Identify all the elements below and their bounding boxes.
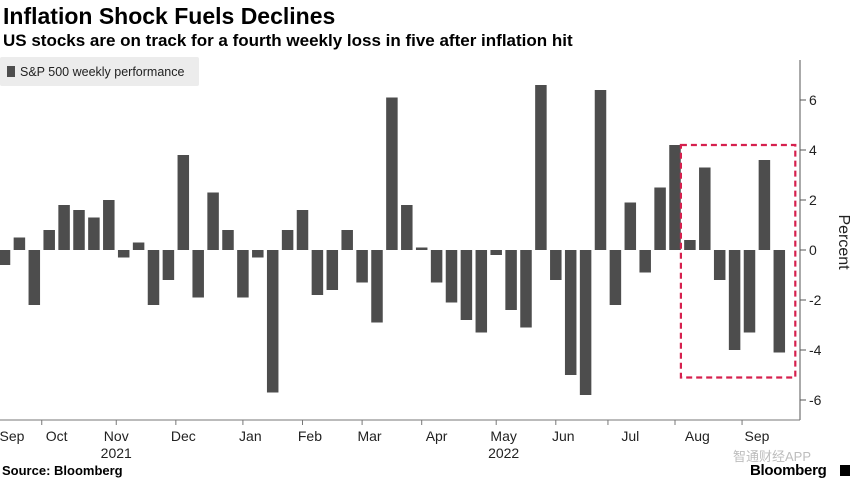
y-tick-label: 6 [809, 92, 817, 108]
bar-week-23 [326, 250, 339, 290]
bar-week-29 [415, 247, 428, 250]
y-tick-label: -6 [809, 392, 822, 408]
bar-week-13 [177, 155, 190, 250]
bar-week-26 [371, 250, 383, 323]
y-tick-label: -2 [809, 292, 822, 308]
bar-week-21 [296, 210, 309, 250]
bar-week-27 [386, 97, 398, 250]
bar-week-3 [28, 250, 41, 305]
x-tick-label-jul: Jul [621, 428, 639, 444]
bar-week-2 [13, 237, 26, 250]
x-tick-label-mar: Mar [357, 428, 381, 444]
bar-week-44 [639, 250, 651, 273]
legend-swatch [7, 66, 15, 77]
bar-week-10 [132, 242, 145, 250]
bar-week-49 [713, 250, 726, 280]
bar-week-8 [103, 200, 115, 250]
bar-week-14 [192, 250, 204, 298]
bar-week-6 [73, 210, 85, 250]
x-tick-label-feb: Feb [298, 428, 322, 444]
y-tick-label: 4 [809, 142, 817, 158]
x-tick-label-sep: Sep [0, 428, 25, 444]
x-tick-label-sep: Sep [744, 428, 769, 444]
bar-week-4 [43, 230, 55, 250]
x-tick-label-oct: Oct [46, 428, 68, 444]
watermark-text: 智通财经APP [733, 449, 812, 464]
bar-week-47 [684, 240, 696, 250]
bar-week-18 [252, 250, 264, 258]
source-note: Source: Bloomberg [2, 463, 123, 478]
bar-week-52 [758, 160, 771, 250]
bar-week-7 [88, 217, 100, 250]
legend-label: S&P 500 weekly performance [20, 64, 185, 79]
bar-week-15 [207, 192, 219, 250]
y-tick-label: -4 [809, 342, 822, 358]
bar-week-33 [475, 250, 488, 333]
bar-week-31 [445, 250, 458, 303]
bar-week-22 [311, 250, 324, 295]
chart-title: Inflation Shock Fuels Declines [3, 3, 336, 29]
bar-week-32 [460, 250, 473, 320]
bar-week-20 [281, 230, 294, 250]
x-tick-label-jan: Jan [239, 428, 262, 444]
x-tick-label-aug: Aug [685, 428, 710, 444]
bar-week-36 [520, 250, 532, 328]
x-tick-label-may: May [490, 428, 516, 444]
bar-week-51 [743, 250, 756, 333]
bar-week-12 [162, 250, 175, 280]
x-tick-label-nov: Nov [104, 428, 129, 444]
bar-week-40 [579, 250, 592, 395]
bar-week-28 [401, 205, 413, 250]
highlight-box [679, 143, 797, 379]
bloomberg-logo: Bloomberg [750, 462, 827, 479]
x-tick-label-jun: Jun [552, 428, 575, 444]
bar-week-48 [699, 167, 711, 250]
bar-week-39 [564, 250, 577, 375]
bar-week-5 [58, 205, 70, 250]
bar-week-17 [237, 250, 249, 298]
bar-week-41 [594, 90, 607, 250]
bar-week-16 [222, 230, 234, 250]
logo-mark-icon [840, 465, 850, 476]
bar-week-9 [117, 250, 130, 258]
x-tick-label-apr: Apr [426, 428, 448, 444]
x-year-label-2021: 2021 [101, 445, 132, 461]
chart-subtitle: US stocks are on track for a fourth week… [3, 31, 573, 50]
y-axis-title: Percent [835, 214, 852, 270]
bar-week-37 [535, 85, 547, 250]
bar-week-42 [609, 250, 622, 305]
bar-week-24 [341, 230, 353, 250]
bar-week-38 [550, 250, 562, 280]
bar-week-34 [490, 250, 502, 255]
chart-legend: S&P 500 weekly performance [0, 57, 199, 86]
bar-week-25 [356, 250, 368, 283]
y-tick-label: 0 [809, 242, 817, 258]
bar-week-1 [0, 250, 11, 265]
x-year-label-2022: 2022 [488, 445, 519, 461]
bar-week-46 [669, 145, 681, 250]
y-tick-label: 2 [809, 192, 817, 208]
x-tick-label-dec: Dec [171, 428, 196, 444]
bar-week-43 [624, 202, 637, 250]
bar-week-45 [654, 187, 666, 250]
bar-week-30 [430, 250, 443, 283]
bar-week-19 [266, 250, 279, 393]
bar-week-11 [147, 250, 160, 305]
bar-week-53 [773, 250, 786, 353]
bar-week-35 [505, 250, 517, 310]
bar-week-50 [728, 250, 741, 350]
